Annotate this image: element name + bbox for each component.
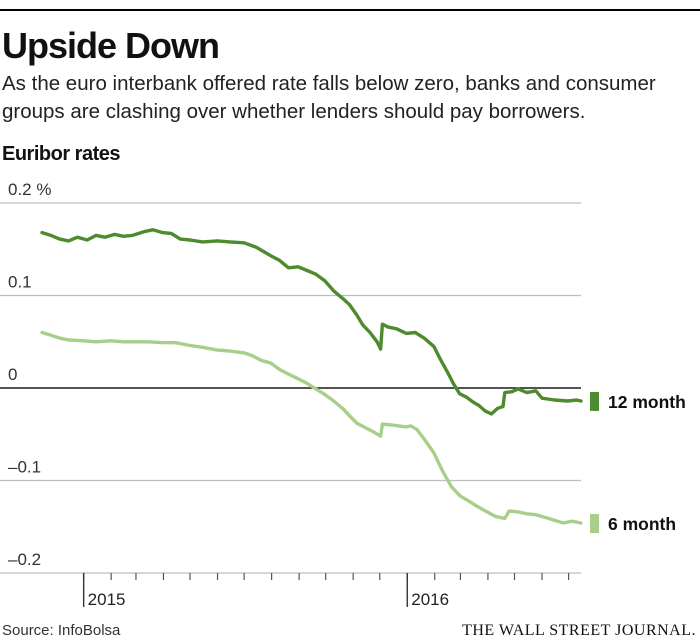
y-tick-label: 0.1 [8,273,32,292]
euribor-line-chart: 0.2 % 0.1 0 –0.1 –0.2 2015 2016 12 month 6 mon… [0,180,686,609]
top-rule [0,9,700,11]
legend-swatch [590,514,599,534]
x-tick-label: 2015 [88,590,126,609]
chart-label: Euribor rates [2,143,120,165]
series-line-6-month [40,330,583,525]
y-tick-label: 0 [8,365,17,384]
page-subtitle: As the euro interbank offered rate falls… [2,72,656,123]
x-tick-label: 2016 [411,590,449,609]
y-tick-label: 0.2 % [8,180,51,199]
y-tick-label: –0.1 [8,458,41,477]
page-title: Upside Down [2,25,220,66]
publisher-logo: THE WALL STREET JOURNAL. [462,622,696,639]
source-note: Source: InfoBolsa [2,622,121,639]
series-line-12-month [40,228,583,416]
grid-layer: 0.2 % 0.1 0 –0.1 –0.2 [0,180,581,574]
y-tick-label: –0.2 [8,550,41,569]
legend-swatch [590,391,599,411]
legend-label: 6 month [608,514,676,534]
series-labels: 12 month 6 month [590,391,686,534]
legend-label: 12 month [608,392,686,412]
x-axis: 2015 2016 [82,573,570,609]
series-layer [40,228,583,525]
